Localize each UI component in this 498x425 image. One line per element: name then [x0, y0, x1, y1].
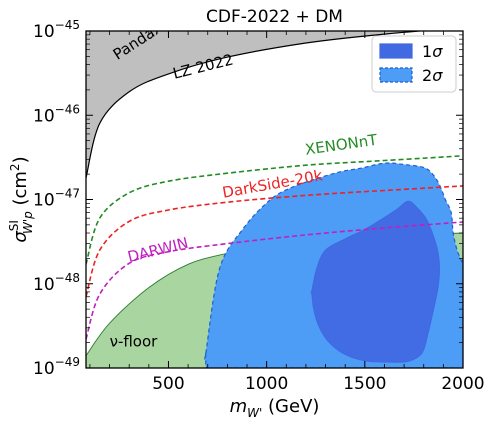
- x-axis-label: mW' (GeV): [230, 396, 320, 420]
- xenonnt-projection-curve: [86, 155, 463, 265]
- darwin-projection-curve: [86, 221, 463, 340]
- y-axis-label: σSIW'p (cm2): [7, 156, 35, 242]
- x-axis: 500 1000 1500 2000: [89, 31, 485, 394]
- x-tick-label: 500: [152, 374, 184, 394]
- y-tick-label: 10−45: [33, 18, 80, 42]
- legend-swatch-2sigma: [379, 67, 413, 83]
- x-tick-label: 2000: [441, 374, 484, 394]
- legend-label-2sigma: 2σ: [422, 66, 443, 85]
- y-tick-label: 10−47: [33, 187, 80, 211]
- darwin-label: DARWIN: [126, 234, 190, 266]
- xenonnt-label: XENONnT: [304, 131, 379, 159]
- x-tick-label: 1000: [245, 374, 288, 394]
- darkside-20k-projection-curve: [86, 185, 463, 298]
- y-axis: 10−49 10−48 10−47 10−46 10−45: [33, 18, 463, 379]
- y-tick-label: 10−48: [33, 271, 80, 295]
- neutrino-floor-label: ν-floor: [110, 332, 159, 350]
- y-tick-label: 10−49: [33, 355, 80, 379]
- y-tick-label: 10−46: [33, 102, 80, 126]
- x-axis-title: mW' (GeV): [230, 396, 320, 420]
- lz-2022-excluded-region: [86, 31, 420, 178]
- x-tick-label: 1500: [343, 374, 386, 394]
- legend-label-1sigma: 1σ: [422, 42, 443, 61]
- legend-swatch-1sigma: [379, 43, 413, 59]
- chart-title: CDF-2022 + DM: [206, 7, 343, 27]
- lz-2022-limit-curve: [86, 31, 427, 179]
- y-axis-title: σSIW'p (cm2): [7, 156, 35, 242]
